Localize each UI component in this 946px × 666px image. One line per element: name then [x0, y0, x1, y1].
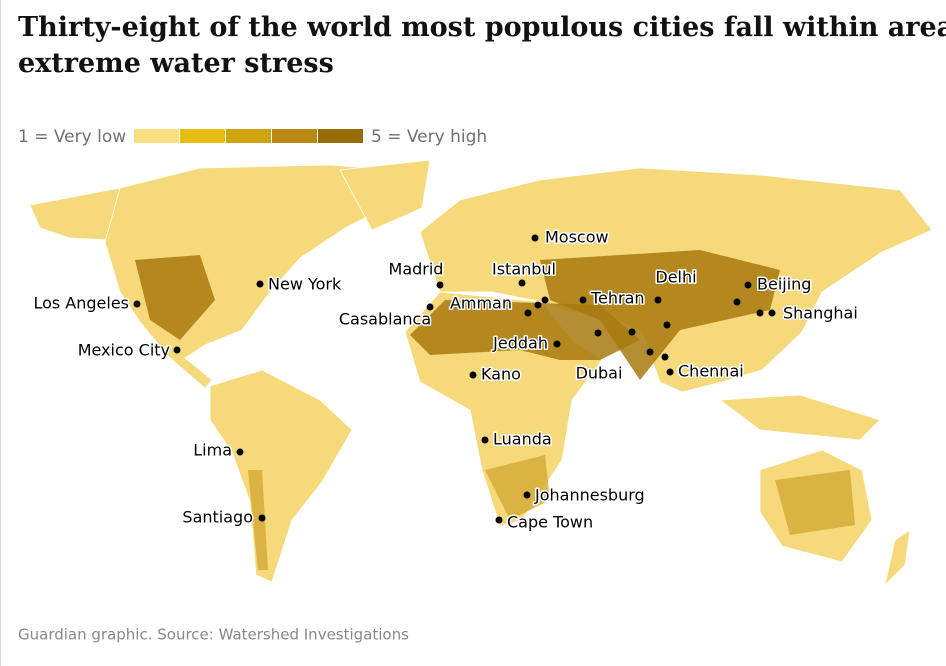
city-dot [553, 340, 561, 348]
greenland [339, 159, 431, 231]
stress-sahara-mideast [410, 300, 640, 360]
city-dot [426, 303, 434, 311]
city-label: New York [268, 275, 342, 294]
city-label: Mexico City [78, 341, 170, 360]
city-label: Santiago [182, 508, 253, 527]
legend-low: 1 = Very low [18, 127, 126, 147]
legend-swatch [318, 129, 363, 143]
city-dot [579, 296, 587, 304]
city-dot [768, 309, 776, 317]
stress-australia [775, 470, 855, 535]
city-dot [133, 300, 141, 308]
city-dot [256, 280, 264, 288]
city-dot [469, 371, 477, 379]
city-dot [661, 353, 669, 361]
city-label: Tehran [590, 289, 645, 308]
city-dot [236, 448, 244, 456]
city-dot [654, 296, 662, 304]
city-label: Jeddah [492, 334, 548, 353]
city-dot [594, 329, 602, 337]
legend-swatch [226, 129, 271, 143]
city-label: Delhi [655, 268, 696, 287]
legend-swatch [272, 129, 317, 143]
city-label: Istanbul [492, 260, 556, 279]
world-map [29, 159, 933, 587]
city-dot [531, 234, 539, 242]
city-label: Lima [193, 441, 232, 460]
stress-us-west [135, 255, 215, 340]
city-dot [744, 281, 752, 289]
stress-asia [540, 250, 780, 380]
city-label: Casablanca [339, 310, 431, 329]
title: Thirty-eight of the world most populous … [18, 12, 946, 79]
city-dot [481, 436, 489, 444]
alaska [29, 187, 121, 241]
city-label: Cape Town [507, 513, 593, 532]
source: Guardian graphic. Source: Watershed Inve… [18, 626, 409, 644]
city-dot [628, 328, 636, 336]
city-label: Madrid [389, 260, 444, 279]
city-dot [173, 346, 181, 354]
city-dot [518, 279, 526, 287]
city-label: Shanghai [783, 304, 858, 323]
city-label: Amman [450, 294, 512, 313]
city-label: Kano [481, 365, 521, 384]
cities: Moscow Madrid Istanbul Delhi Beijing Shanghai… [32, 226, 859, 533]
city-label: Chennai [678, 362, 744, 381]
stress-south-africa [485, 455, 550, 520]
southeast-asia [718, 394, 881, 441]
city-label: Moscow [545, 228, 609, 247]
city-dot [436, 281, 444, 289]
city-dot [495, 516, 503, 524]
stress-chile [248, 470, 268, 570]
city-dot [756, 309, 764, 317]
legend-swatch [180, 129, 225, 143]
city-dot [663, 321, 671, 329]
south-america [209, 369, 353, 583]
city-dot [523, 491, 531, 499]
title-line: Thirty-eight of the world most populous … [18, 12, 946, 43]
legend-high: 5 = Very high [371, 127, 487, 147]
new-zealand [884, 529, 911, 587]
city-label: Johannesburg [534, 486, 645, 505]
city-label: Los Angeles [33, 294, 129, 313]
legend-scale [134, 129, 363, 143]
city-dot [534, 301, 542, 309]
city-dot [733, 298, 741, 306]
city-label: Luanda [493, 430, 552, 449]
city-dot [541, 296, 549, 304]
city-label: Dubai [576, 364, 623, 383]
city-dot [666, 368, 674, 376]
city-dot [524, 309, 532, 317]
city-dot [258, 514, 266, 522]
city-dot [646, 348, 654, 356]
city-label: Beijing [757, 275, 811, 294]
legend-swatch [134, 129, 179, 143]
title-line: extreme water stress [18, 48, 334, 79]
